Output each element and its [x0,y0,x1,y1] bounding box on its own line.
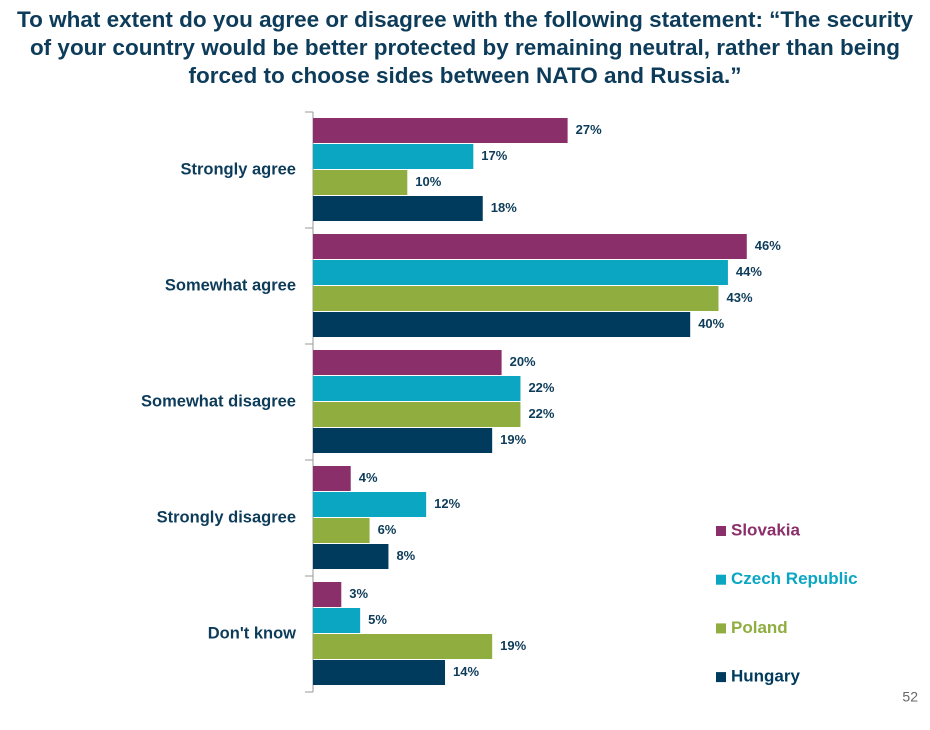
data-label: 5% [368,612,387,627]
bar [313,170,408,195]
bar [313,428,493,453]
data-label: 3% [349,586,368,601]
data-label: 22% [528,380,554,395]
data-label: 14% [453,664,479,679]
page-number: 52 [902,689,918,705]
data-label: 19% [500,638,526,653]
data-label: 19% [500,432,526,447]
bar [313,492,427,517]
data-label: 4% [359,470,378,485]
bar [313,634,493,659]
bar [313,376,521,401]
data-label: 22% [528,406,554,421]
legend-swatch [716,526,726,536]
data-label: 10% [415,174,441,189]
y-tick-label: Don't know [208,624,296,642]
chart-title: To what extent do you agree or disagree … [17,7,913,88]
bar [313,402,521,427]
data-label: 20% [510,354,536,369]
legend-label: Slovakia [731,520,801,539]
bar [313,312,691,337]
data-label: 12% [434,496,460,511]
data-label: 6% [378,522,397,537]
y-tick-label: Somewhat disagree [141,392,296,410]
bar [313,350,502,375]
data-label: 44% [736,264,762,279]
data-label: 46% [755,238,781,253]
bar [313,660,446,685]
bar [313,260,728,285]
legend-label: Poland [731,618,788,637]
data-label: 40% [698,316,724,331]
y-tick-label: Strongly disagree [157,508,296,526]
data-label: 8% [396,548,415,563]
legend-swatch [716,672,726,683]
bar [313,466,351,491]
bar [313,144,474,169]
y-tick-label: Somewhat agree [165,276,296,294]
bar [313,608,361,633]
data-label: 43% [726,290,752,305]
bar [313,234,747,259]
legend-swatch [716,574,726,585]
legend-swatch [716,623,726,634]
legend-label: Czech Republic [731,569,858,588]
bar [313,518,370,543]
bar [313,582,342,607]
bar [313,196,483,221]
bar [313,544,389,569]
legend-label: Hungary [731,667,801,686]
y-tick-label: Strongly agree [180,160,296,178]
data-label: 17% [481,148,507,163]
data-label: 27% [576,122,602,137]
data-label: 18% [491,200,517,215]
bar [313,118,568,143]
bar [313,286,719,311]
